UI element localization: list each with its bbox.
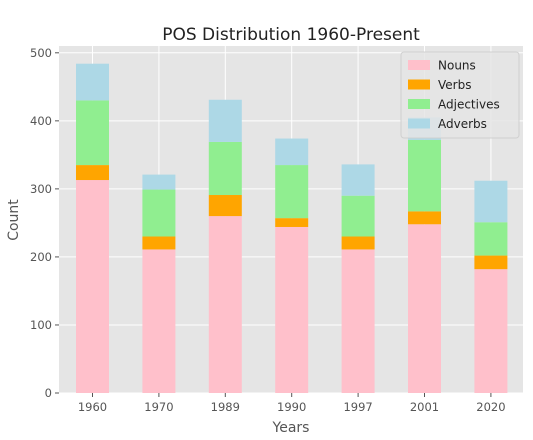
bar-nouns-1960 <box>76 180 109 393</box>
y-tick-label: 0 <box>45 386 52 400</box>
bar-adjectives-1997 <box>342 196 375 237</box>
bar-adverbs-1970 <box>142 175 175 190</box>
bar-adverbs-1989 <box>209 100 242 142</box>
x-tick-label: 2001 <box>410 400 439 414</box>
x-tick-label: 1970 <box>144 400 173 414</box>
bar-adverbs-2020 <box>474 181 507 223</box>
bar-adverbs-1997 <box>342 164 375 195</box>
bar-verbs-1960 <box>76 165 109 180</box>
bar-adverbs-1990 <box>275 139 308 166</box>
bar-adjectives-2001 <box>408 140 441 211</box>
y-tick-label: 300 <box>30 182 52 196</box>
legend: Nouns Verbs Adjectives Adverbs <box>401 52 519 138</box>
legend-swatch-adverbs <box>408 119 430 129</box>
bar-nouns-1997 <box>342 249 375 393</box>
legend-label-adjectives: Adjectives <box>438 98 500 112</box>
x-tick-label: 1960 <box>78 400 107 414</box>
y-tick-label: 400 <box>30 114 52 128</box>
bar-nouns-1990 <box>275 227 308 393</box>
bar-nouns-1989 <box>209 216 242 393</box>
legend-label-nouns: Nouns <box>438 59 476 73</box>
bar-adjectives-2020 <box>474 222 507 255</box>
bar-nouns-1970 <box>142 249 175 393</box>
bar-verbs-2020 <box>474 256 507 270</box>
bar-adjectives-1960 <box>76 100 109 165</box>
legend-label-adverbs: Adverbs <box>438 117 487 131</box>
bar-adverbs-1960 <box>76 64 109 101</box>
bar-verbs-1970 <box>142 237 175 250</box>
x-axis-ticks: 1960 1970 1989 1990 1997 2001 2020 <box>78 393 506 414</box>
bar-verbs-1990 <box>275 218 308 227</box>
y-axis-ticks: 0 100 200 300 400 500 <box>30 46 59 400</box>
y-tick-label: 200 <box>30 250 52 264</box>
bar-verbs-2001 <box>408 211 441 224</box>
legend-swatch-verbs <box>408 80 430 90</box>
legend-label-verbs: Verbs <box>438 78 471 92</box>
legend-swatch-nouns <box>408 60 430 70</box>
legend-swatch-adjectives <box>408 99 430 109</box>
bar-nouns-2020 <box>474 269 507 393</box>
x-axis-label: Years <box>272 420 310 436</box>
x-tick-label: 1997 <box>343 400 372 414</box>
bar-verbs-1989 <box>209 195 242 216</box>
bar-adjectives-1989 <box>209 142 242 195</box>
bar-adjectives-1990 <box>275 165 308 218</box>
y-tick-label: 500 <box>30 46 52 60</box>
x-tick-label: 2020 <box>476 400 505 414</box>
y-tick-label: 100 <box>30 318 52 332</box>
x-tick-label: 1989 <box>211 400 240 414</box>
y-axis-label: Count <box>6 199 22 241</box>
chart-title: POS Distribution 1960-Present <box>162 25 420 45</box>
bar-adjectives-1970 <box>142 190 175 237</box>
bar-nouns-2001 <box>408 224 441 393</box>
bar-verbs-1997 <box>342 237 375 250</box>
x-tick-label: 1990 <box>277 400 306 414</box>
